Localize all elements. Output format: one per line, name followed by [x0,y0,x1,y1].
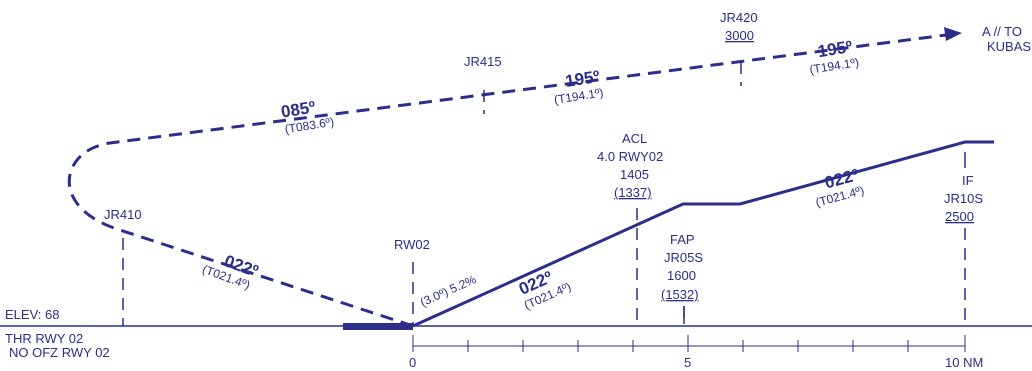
no-ofz-label: NO OFZ RWY 02 [9,345,110,360]
fap-fix: JR05S [664,250,703,265]
missed-approach-path [67,33,947,328]
jr415-label: JR415 [464,54,502,69]
axis-tick-0: 0 [409,355,416,370]
acl-height: (1337) [614,185,652,200]
if-name: IF [962,173,974,188]
missed-approach-arrowhead [944,27,962,41]
destination-line-2: KUBAS [987,39,1031,54]
distance-axis [412,335,966,352]
if-altitude: 2500 [945,209,974,224]
acl-name: ACL [622,131,647,146]
missed-leg-2-true: (T194.1º) [553,85,604,107]
glidepath-label: (3.0º) 5.2% [418,272,479,309]
fap-altitude: 1600 [667,268,696,283]
runway-bar [343,323,413,330]
axis-tick-5: 5 [684,355,691,370]
jr420-label: JR420 [720,10,758,25]
destination-line-1: A // TO [982,24,1022,39]
approach-path [412,140,994,328]
if-fix: JR10S [944,191,983,206]
axis-tick-10: 10 NM [945,355,983,370]
acl-altitude: 1405 [620,167,649,182]
elevation-label: ELEV: 68 [5,307,59,322]
threshold-label: THR RWY 02 [5,331,83,346]
jr410-label: JR410 [104,207,142,222]
missed-leg-3-true: (T194.1º) [809,55,860,77]
acl-distance: 4.0 RWY02 [597,149,663,164]
jr420-altitude: 3000 [725,28,754,43]
fap-name: FAP [670,232,695,247]
rw02-label: RW02 [394,237,430,252]
fap-height: (1532) [661,287,699,302]
